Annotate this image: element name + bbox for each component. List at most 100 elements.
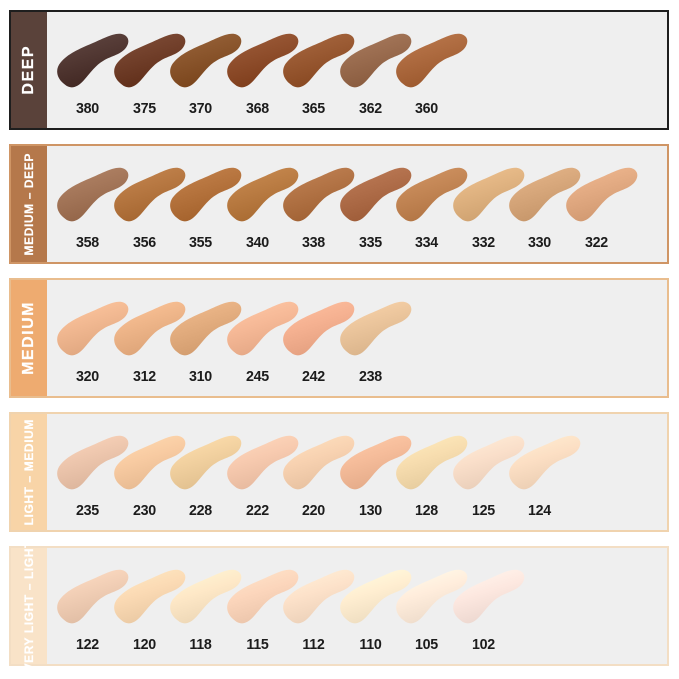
swatch-smear — [57, 167, 129, 222]
category-band: LIGHT – MEDIUM — [11, 414, 47, 530]
shade-number: 320 — [76, 368, 99, 385]
swatch-smear — [283, 301, 355, 356]
swatch-smear — [113, 167, 185, 222]
swatch-smear-shape — [396, 167, 468, 222]
swatch-smear-shape — [283, 435, 355, 490]
swatch-smear-shape — [113, 33, 185, 88]
shade-number: 358 — [76, 234, 99, 251]
shade-number: 128 — [415, 502, 438, 519]
swatch-smear — [170, 435, 242, 490]
category-band: VERY LIGHT – LIGHT — [11, 540, 47, 672]
swatch-smear — [226, 167, 298, 222]
swatch-smear — [283, 33, 355, 88]
swatch-smear — [113, 33, 185, 88]
swatch-area: 320 312 310 245 242 238 — [47, 280, 667, 396]
swatch-smear — [509, 167, 581, 222]
shade-number: 335 — [358, 234, 382, 251]
swatch-smear — [57, 435, 129, 490]
swatch-smear — [396, 569, 468, 624]
swatch-smear-shape — [57, 569, 129, 624]
swatch-smear-shape — [170, 33, 242, 88]
swatch-smear-shape — [170, 435, 242, 490]
category-band: DEEP — [11, 12, 47, 128]
swatch-smear-shape — [170, 167, 242, 222]
swatch-area: 122 120 118 115 112 110 105 102 — [47, 548, 667, 664]
shade-number: 238 — [358, 368, 382, 385]
shade-row-panel: DEEP 380 375 370 368 365 362 360 — [9, 10, 669, 130]
swatch-smear-shape — [226, 33, 298, 88]
swatch-smear-shape — [170, 569, 242, 624]
shade-number: 355 — [189, 234, 212, 251]
swatch-smear — [339, 167, 411, 222]
swatch-smear — [283, 435, 355, 490]
swatch-smear — [113, 569, 185, 624]
swatch-smear-shape — [113, 167, 185, 222]
swatch-smear — [226, 435, 298, 490]
swatch-smear-shape — [452, 167, 524, 222]
swatch-smear-shape — [452, 569, 524, 624]
shade-number: 115 — [245, 636, 269, 653]
swatch-smear-shape — [113, 301, 185, 356]
swatch-smear — [396, 167, 468, 222]
shade-row-panel: LIGHT – MEDIUM 235 230 228 222 220 130 128 125 1… — [9, 412, 669, 532]
swatch-smear — [283, 167, 355, 222]
swatch-smear — [452, 167, 524, 222]
swatch-smear-shape — [339, 167, 411, 222]
swatch-smear-shape — [57, 435, 129, 490]
category-label: MEDIUM – DEEP — [22, 152, 36, 256]
shade-row-panel: MEDIUM 320 312 310 245 242 238 — [9, 278, 669, 398]
shade-number: 245 — [245, 368, 269, 385]
shade-number: 220 — [302, 502, 325, 519]
swatch-smear-shape — [226, 301, 298, 356]
swatch-smear-shape — [509, 167, 581, 222]
shade-number: 338 — [302, 234, 325, 251]
shade-number: 332 — [471, 234, 495, 251]
swatch-smear-shape — [339, 33, 411, 88]
category-label: LIGHT – MEDIUM — [22, 418, 36, 526]
swatch-smear-shape — [283, 569, 355, 624]
swatch-smear — [339, 301, 411, 356]
shade-row-panel: MEDIUM – DEEP 358 356 355 340 338 335 334 332 33… — [9, 144, 669, 264]
swatch-smear-shape — [283, 33, 355, 88]
shade-number: 110 — [358, 636, 382, 653]
swatch-smear — [452, 435, 524, 490]
shade-number: 242 — [302, 368, 325, 385]
category-label: VERY LIGHT – LIGHT — [22, 540, 36, 672]
shade-number: 112 — [302, 636, 325, 653]
shade-number: 370 — [189, 100, 212, 117]
swatch-smear-shape — [339, 435, 411, 490]
swatch-smear-shape — [339, 301, 411, 356]
swatch-smear — [226, 33, 298, 88]
category-label: MEDIUM — [20, 301, 37, 375]
swatch-smear-shape — [113, 435, 185, 490]
swatch-smear-shape — [57, 33, 129, 88]
shade-number: 222 — [245, 502, 269, 519]
swatch-smear — [57, 569, 129, 624]
swatch-smear-shape — [396, 33, 468, 88]
shade-number: 312 — [132, 368, 156, 385]
category-band: MEDIUM – DEEP — [11, 146, 47, 262]
swatch-smear — [396, 435, 468, 490]
shade-number: 334 — [415, 234, 438, 251]
shade-number: 120 — [132, 636, 156, 653]
shade-number: 310 — [189, 368, 212, 385]
swatch-smear — [170, 33, 242, 88]
swatch-smear-shape — [396, 569, 468, 624]
shade-number: 365 — [302, 100, 325, 117]
swatch-smear-shape — [57, 301, 129, 356]
swatch-smear-shape — [283, 301, 355, 356]
swatch-smear-shape — [113, 569, 185, 624]
category-band: MEDIUM — [11, 280, 47, 396]
shade-number: 125 — [471, 502, 495, 519]
shade-number: 322 — [584, 234, 608, 251]
swatch-smear-shape — [396, 435, 468, 490]
shade-number: 362 — [358, 100, 382, 117]
swatch-smear-shape — [283, 167, 355, 222]
swatch-smear-shape — [57, 167, 129, 222]
swatch-smear — [113, 435, 185, 490]
shade-number: 235 — [76, 502, 99, 519]
shade-number: 118 — [189, 636, 212, 653]
swatch-smear — [565, 167, 637, 222]
shade-number: 330 — [528, 234, 551, 251]
shade-number: 228 — [189, 502, 212, 519]
